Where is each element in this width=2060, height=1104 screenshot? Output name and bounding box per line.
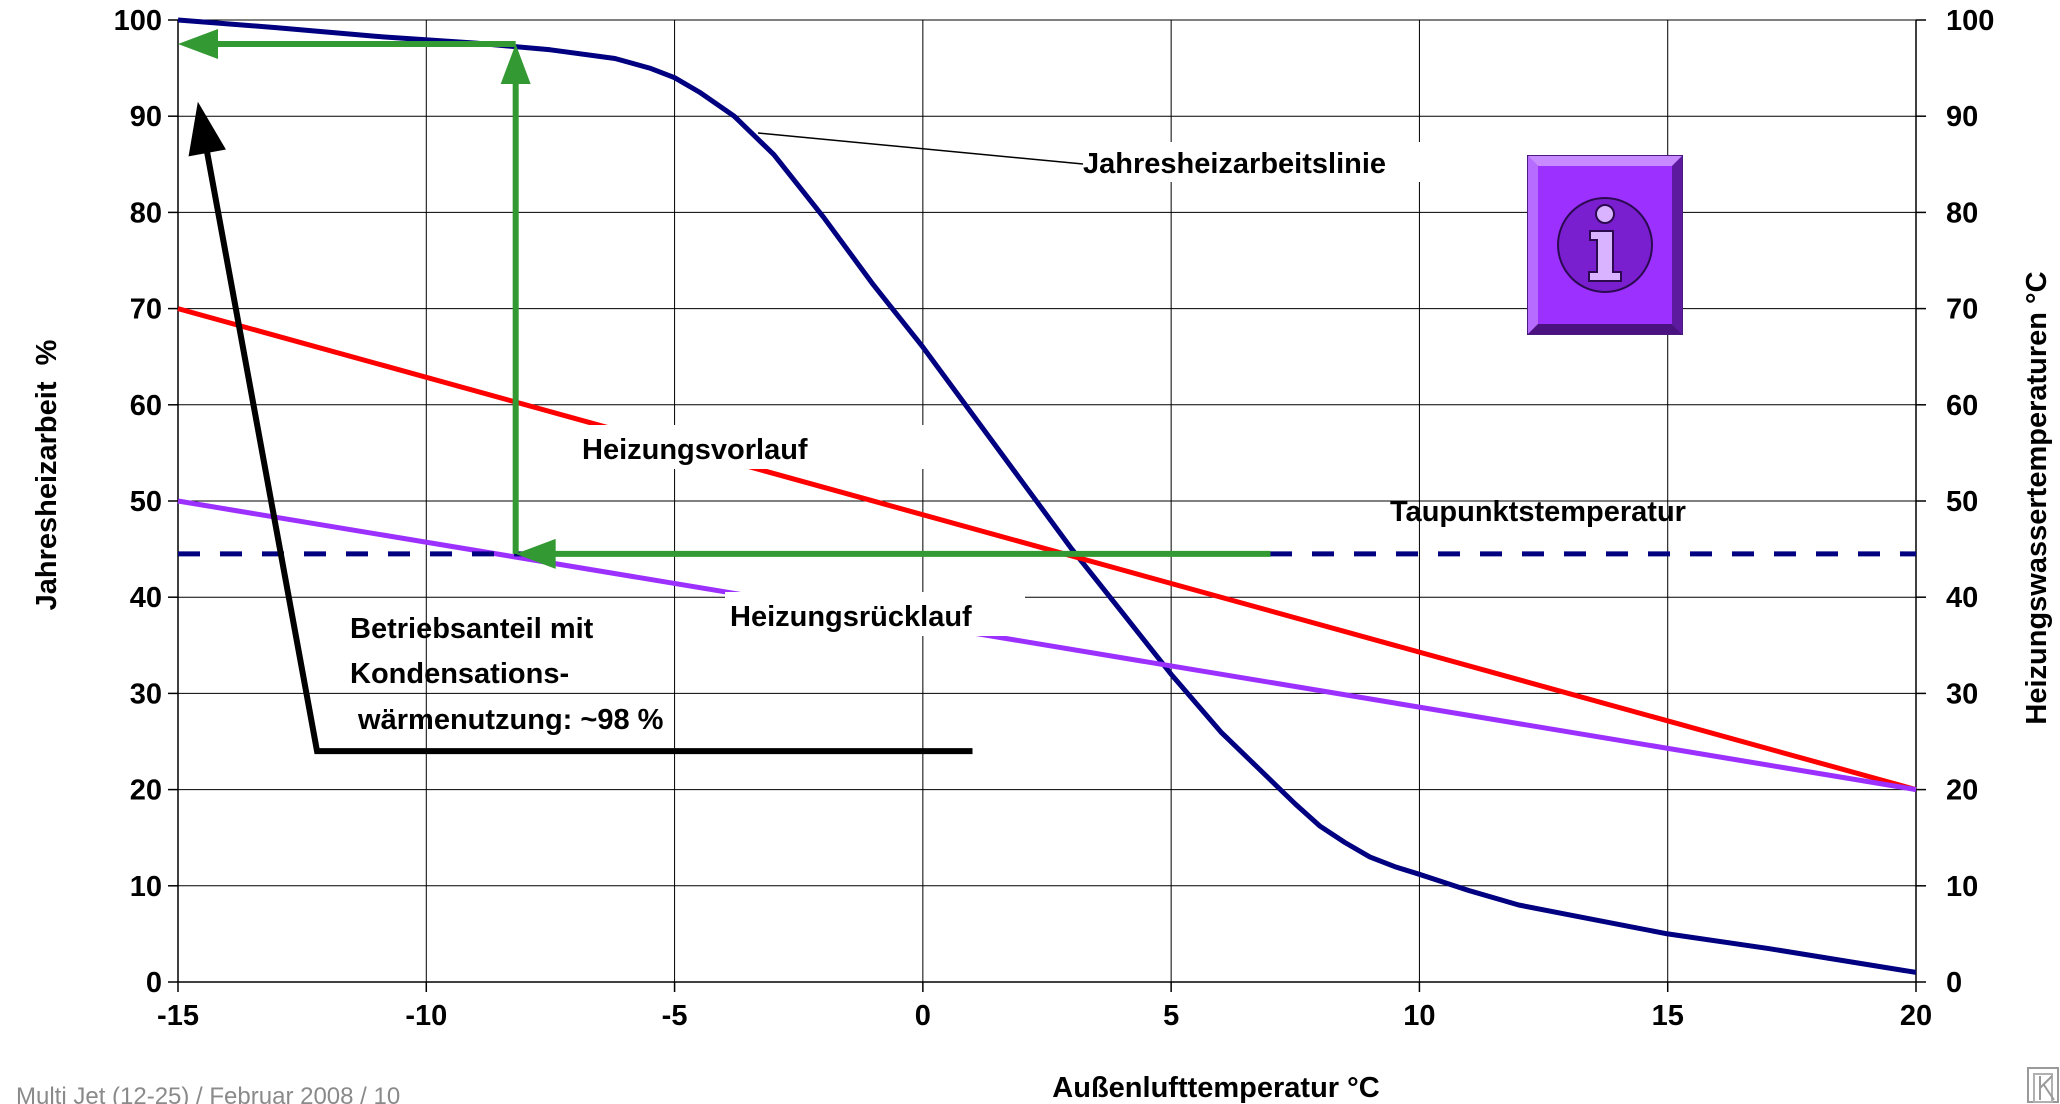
y2-tick-label-60: 60 <box>1946 390 1978 422</box>
label-heizungsruecklauf: Heizungsrücklauf <box>730 601 972 633</box>
y-tick-label-0: 0 <box>146 967 162 999</box>
annotation-arrow-head-4 <box>188 101 226 157</box>
x-tick-label--15: -15 <box>157 1000 199 1032</box>
annotation-arrow-head-3 <box>178 29 218 60</box>
y-tick-label-80: 80 <box>130 197 162 229</box>
x-tick-label-5: 5 <box>1163 1000 1179 1032</box>
series-group <box>177 17 1917 975</box>
label-betriebsanteil-line2: Kondensations- <box>350 658 569 690</box>
annotation-arrow-line-4 <box>202 142 973 755</box>
y-tick-label-10: 10 <box>130 871 162 903</box>
series-line-heizungsvorlauf <box>177 306 1917 793</box>
y-tick-label-90: 90 <box>130 101 162 133</box>
series-line-heizungsruecklauf <box>177 498 1917 793</box>
annotation-arrow-head-1 <box>515 538 556 569</box>
annotation-arrows <box>178 29 1271 755</box>
y-tick-label-100: 100 <box>114 5 162 37</box>
y2-tick-label-90: 90 <box>1946 101 1978 133</box>
label-bg-ruecklauf <box>725 592 1025 636</box>
y2-tick-label-40: 40 <box>1946 582 1978 614</box>
label-heizungsvorlauf: Heizungsvorlauf <box>582 434 808 466</box>
label-jahresheizarbeitslinie: Jahresheizarbeitslinie <box>1083 148 1386 180</box>
y-tick-label-30: 30 <box>130 678 162 710</box>
y-tick-label-60: 60 <box>130 390 162 422</box>
y2-tick-label-10: 10 <box>1946 871 1978 903</box>
y2-tick-label-0: 0 <box>1946 967 1962 999</box>
y2-tick-label-80: 80 <box>1946 197 1978 229</box>
x-tick-label-15: 15 <box>1652 1000 1684 1032</box>
y2-tick-label-100: 100 <box>1946 5 1994 37</box>
y-tick-labels: 0 10 20 30 40 50 60 70 80 90 100 <box>114 5 162 999</box>
y2-tick-label-20: 20 <box>1946 775 1978 807</box>
x-axis-title: Außenlufttemperatur °C <box>1052 1072 1379 1104</box>
annotation-arrow-head-2 <box>500 44 531 85</box>
y-tick-label-70: 70 <box>130 294 162 326</box>
label-betriebsanteil-line1: Betriebsanteil mit <box>350 613 594 645</box>
label-betriebsanteil-line3: wärmenutzung: ~98 % <box>350 704 664 736</box>
x-tick-label--5: -5 <box>662 1000 688 1032</box>
leader-line-jahresheizarbeitslinie <box>757 132 1084 165</box>
y-tick-label-40: 40 <box>130 582 162 614</box>
x-tick-labels: -15 -10 -5 0 5 10 15 20 <box>157 1000 1932 1032</box>
x-tick-label--10: -10 <box>405 1000 447 1032</box>
x-tick-label-20: 20 <box>1900 1000 1932 1032</box>
y-axis-title: Jahresheizarbeit % <box>31 339 63 610</box>
y-tick-label-20: 20 <box>130 775 162 807</box>
x-tick-label-0: 0 <box>915 1000 931 1032</box>
y-tick-label-50: 50 <box>130 486 162 518</box>
y2-tick-label-50: 50 <box>1946 486 1978 518</box>
footer-text: Multi Jet (12-25) / Februar 2008 / 10 <box>16 1083 400 1104</box>
y2-tick-labels: 0 10 20 30 40 50 60 70 80 90 100 <box>1946 5 1994 999</box>
y2-tick-label-70: 70 <box>1946 294 1978 326</box>
info-icon <box>1527 155 1683 335</box>
y2-tick-label-30: 30 <box>1946 678 1978 710</box>
label-bg-vorlauf <box>582 425 930 469</box>
series-line-jahresheizarbeitslinie <box>177 17 1917 975</box>
x-tick-label-10: 10 <box>1403 1000 1435 1032</box>
label-bg-jhal <box>1075 142 1445 182</box>
brand-logo-corner <box>2027 1067 2059 1103</box>
label-taupunktstemperatur: Taupunktstemperatur <box>1390 496 1686 528</box>
y2-axis-title: Heizungswassertemperaturen °C <box>2021 271 2053 724</box>
